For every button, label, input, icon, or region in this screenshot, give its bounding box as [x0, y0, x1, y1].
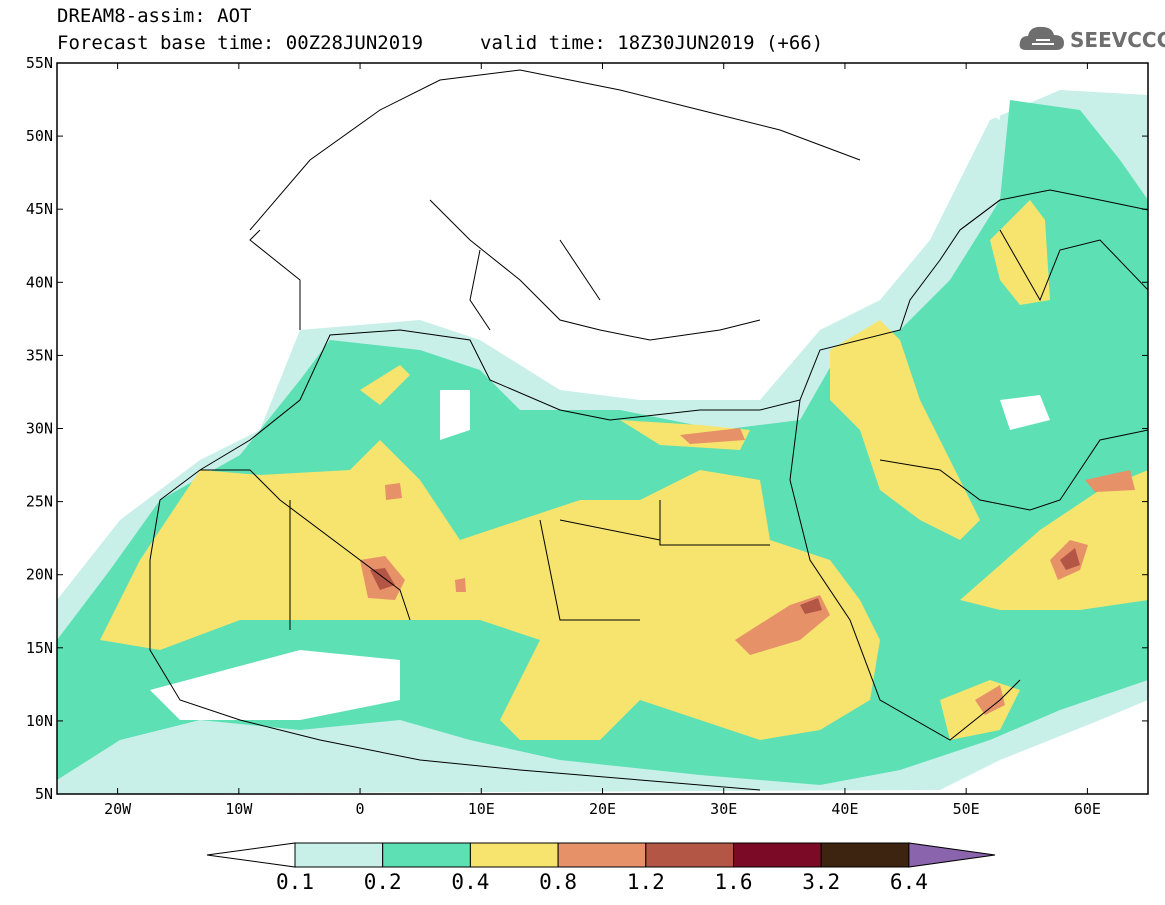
aot-field [57, 80, 1148, 794]
longitude-axis: 20W 10W 0 10E 20E 30E 40E 50E 60E [104, 63, 1101, 818]
lat-tick-label: 5N [35, 785, 53, 803]
forecast-base-time: Forecast base time: 00Z28JUN2019 [57, 32, 424, 54]
colorbar-label: 0.2 [364, 870, 402, 894]
lat-tick-label: 35N [26, 346, 53, 364]
lat-tick-label: 30N [26, 420, 53, 438]
seevccc-logo: SEEVCCC [1018, 22, 1165, 58]
colorbar-swatch [645, 842, 734, 868]
map-title: DREAM8-assim: AOT [57, 5, 252, 27]
colorbar-swatch [294, 842, 384, 868]
logo-text: SEEVCCC [1070, 28, 1165, 52]
aot-band-0.4 [100, 440, 880, 740]
colorbar-label: 0.4 [451, 870, 489, 894]
colorbar-label: 6.4 [890, 870, 928, 894]
lat-tick-label: 40N [26, 273, 53, 291]
lon-tick-label: 40E [831, 800, 858, 818]
lon-tick-label: 10E [468, 800, 495, 818]
lat-tick-label: 15N [26, 639, 53, 657]
lat-tick-label: 20N [26, 566, 53, 584]
lat-tick-label: 25N [26, 493, 53, 511]
colorbar-label: 0.8 [539, 870, 577, 894]
colorbar-label: 0.1 [276, 870, 314, 894]
colorbar-overflow [908, 842, 996, 868]
colorbar-swatch [382, 842, 471, 868]
lon-tick-label: 20E [589, 800, 616, 818]
lon-tick-label: 0 [356, 800, 365, 818]
lon-tick-label: 50E [953, 800, 980, 818]
colorbar-label: 1.6 [715, 870, 753, 894]
lon-tick-label: 10W [225, 800, 253, 818]
colorbar-swatch [557, 842, 647, 868]
lat-tick-label: 50N [26, 127, 53, 145]
lon-tick-label: 30E [710, 800, 737, 818]
colorbar-label: 3.2 [802, 870, 840, 894]
lat-tick-label: 10N [26, 712, 53, 730]
lon-tick-label: 20W [104, 800, 132, 818]
coastlines [149, 69, 1148, 791]
valid-time: valid time: 18Z30JUN2019 (+66) [480, 32, 824, 54]
colorbar-underflow [206, 842, 296, 868]
lat-tick-label: 55N [26, 54, 53, 72]
colorbar: 0.1 0.2 0.4 0.8 1.2 1.6 3.2 6.4 [206, 842, 996, 894]
colorbar-swatch [733, 842, 822, 868]
latitude-axis: 55N 50N 45N 40N 35N 30N 25N 20N 15N 10N 5N [26, 54, 1148, 803]
colorbar-label: 1.2 [627, 870, 665, 894]
aot-band-1.2 [370, 568, 395, 590]
lat-tick-label: 45N [26, 200, 53, 218]
colorbar-swatch [469, 842, 559, 868]
colorbar-swatch [820, 842, 910, 868]
lon-tick-label: 60E [1074, 800, 1101, 818]
cloud-icon [1019, 26, 1064, 50]
